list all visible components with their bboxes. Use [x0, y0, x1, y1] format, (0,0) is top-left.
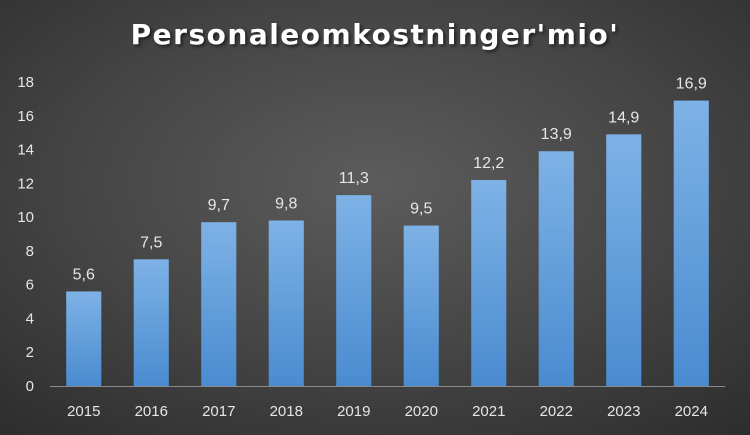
bar-2022 [538, 151, 574, 386]
y-tick-label: 14 [17, 142, 34, 159]
bar-2017 [201, 222, 237, 386]
data-label-2016: 7,5 [140, 234, 162, 251]
x-tick-label-2019: 2019 [337, 403, 370, 420]
x-tick-label-2021: 2021 [472, 403, 505, 420]
y-tick-label: 16 [17, 108, 34, 125]
bar-2019 [336, 195, 372, 386]
bar-2021 [471, 179, 507, 386]
y-tick-label: 10 [17, 209, 34, 226]
x-tick-label-2023: 2023 [607, 403, 640, 420]
data-label-2017: 9,7 [208, 197, 230, 214]
x-tick-label-2015: 2015 [67, 403, 100, 420]
chart-title: Personaleomkostninger'mio' [130, 18, 620, 51]
y-tick-label: 18 [17, 74, 34, 91]
x-tick-label-2017: 2017 [202, 403, 235, 420]
x-tick-label-2022: 2022 [540, 403, 573, 420]
data-label-2020: 9,5 [410, 201, 432, 218]
bars [66, 100, 709, 387]
y-axis-tick-labels: 0 2 4 6 8 10 12 14 16 18 [17, 74, 34, 395]
x-tick-label-2018: 2018 [270, 403, 303, 420]
data-labels: 5,6 7,5 9,7 9,8 11,3 9,5 12,2 13,9 14,9 16,9 [73, 76, 707, 284]
data-label-2018: 9,8 [275, 195, 297, 212]
y-tick-label: 6 [26, 277, 34, 294]
bar-2023 [606, 134, 642, 386]
x-tick-label-2024: 2024 [675, 403, 708, 420]
data-label-2015: 5,6 [73, 266, 95, 283]
data-label-2023: 14,9 [608, 109, 639, 126]
y-tick-label: 4 [26, 310, 34, 327]
x-tick-label-2020: 2020 [405, 403, 438, 420]
data-label-2019: 11,3 [339, 170, 369, 187]
bar-2016 [133, 259, 169, 386]
bar-2018 [268, 220, 304, 386]
x-tick-label-2016: 2016 [135, 403, 168, 420]
bar-2020 [403, 225, 439, 386]
y-tick-label: 0 [26, 378, 34, 395]
bar-2024 [673, 100, 709, 387]
x-axis-tick-labels: 2015 2016 2017 2018 2019 2020 2021 2022 2023 2024 [67, 403, 708, 420]
y-tick-label: 2 [26, 344, 34, 361]
y-tick-label: 12 [17, 175, 34, 192]
y-tick-label: 8 [26, 243, 34, 260]
bar-2015 [66, 291, 102, 386]
data-label-2021: 12,2 [473, 155, 504, 172]
data-label-2022: 13,9 [541, 126, 572, 143]
data-label-2024: 16,9 [676, 76, 707, 93]
